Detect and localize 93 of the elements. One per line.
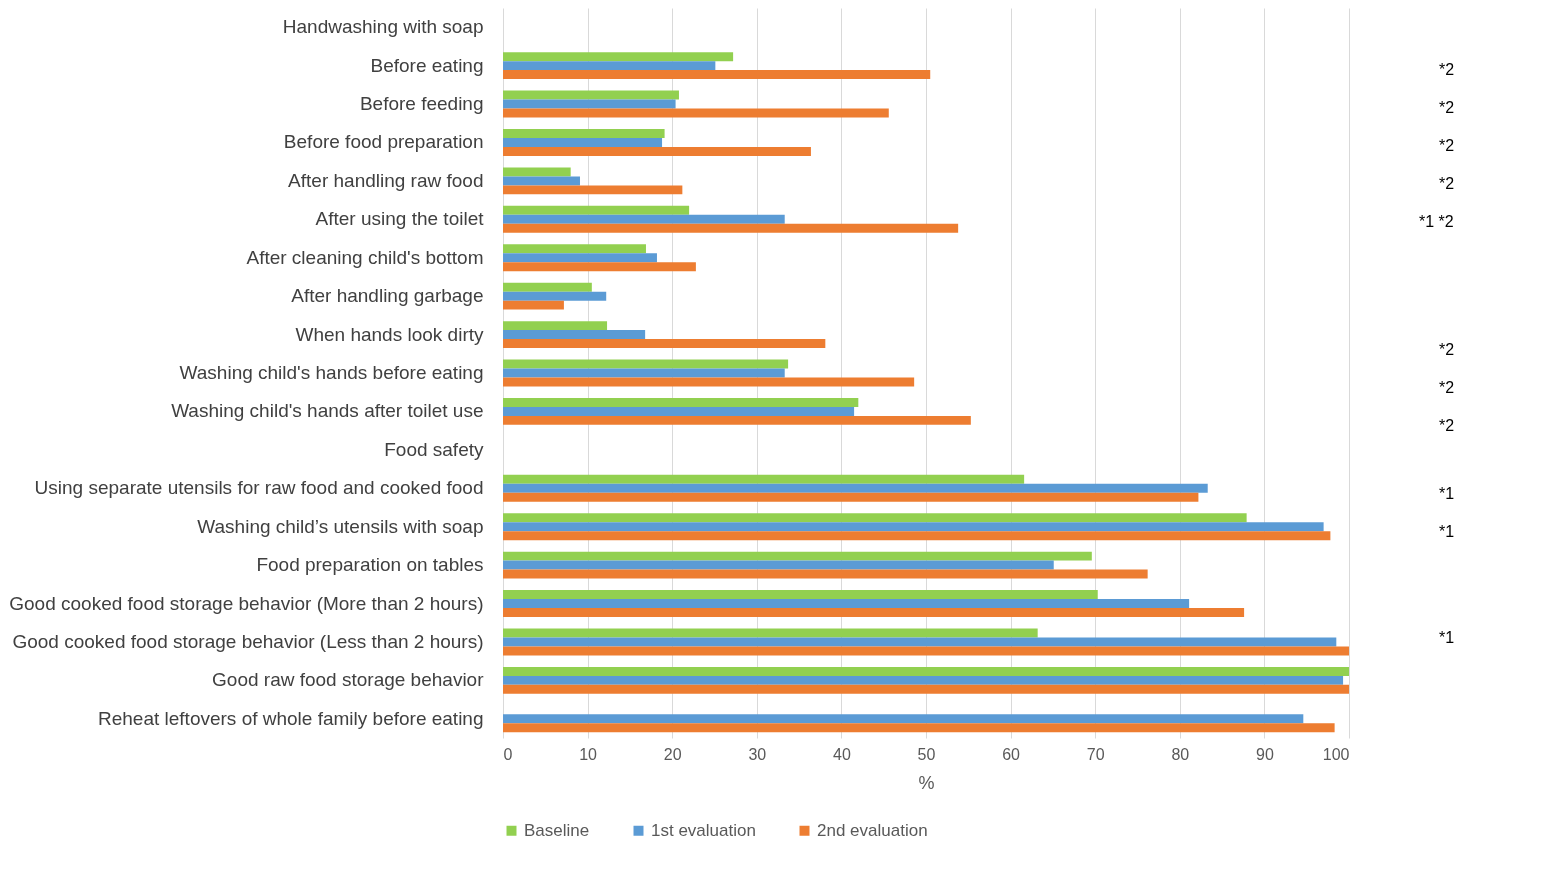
bar bbox=[503, 262, 696, 272]
text: *1 bbox=[1439, 522, 1455, 540]
y-tick-label: Reheat leftovers of whole family before eating bbox=[98, 707, 484, 729]
legend-label: Baseline bbox=[524, 820, 590, 840]
bar bbox=[503, 253, 657, 263]
bar bbox=[503, 675, 1344, 685]
bar bbox=[503, 551, 1092, 561]
bar bbox=[503, 646, 1349, 656]
bar bbox=[503, 99, 676, 109]
y-tick-label: Food safety bbox=[384, 438, 484, 460]
x-tick-label: 40 bbox=[833, 745, 851, 763]
y-tick-label: After cleaning child's bottom bbox=[246, 246, 484, 268]
x-tick-label: 10 bbox=[579, 745, 598, 763]
y-tick-label: Before feeding bbox=[359, 93, 484, 115]
bar bbox=[503, 474, 1025, 484]
bar bbox=[503, 176, 580, 186]
text: *2 bbox=[1439, 341, 1455, 359]
y-tick-label: Good raw food storage behavior bbox=[212, 669, 485, 691]
x-tick-label: 70 bbox=[1086, 745, 1105, 763]
x-tick-label: 0 bbox=[503, 745, 513, 763]
text: *2 bbox=[1439, 379, 1455, 397]
text: *2 bbox=[1439, 416, 1455, 434]
bar bbox=[503, 666, 1349, 676]
text: *1 bbox=[1439, 485, 1455, 503]
bar bbox=[503, 244, 646, 254]
y-tick-label: Using separate utensils for raw food and cooked food bbox=[34, 477, 484, 499]
bar bbox=[503, 522, 1324, 532]
legend-label: 2nd evaluation bbox=[817, 820, 928, 840]
bar bbox=[503, 397, 859, 407]
x-tick-label: 50 bbox=[917, 745, 936, 763]
text: *1 *2 bbox=[1419, 212, 1454, 230]
bar bbox=[503, 339, 826, 349]
bar bbox=[503, 291, 607, 301]
legend-label: 1st evaluation bbox=[651, 820, 756, 840]
y-tick-label: Handwashing with soap bbox=[282, 16, 484, 38]
y-tick-label: Before food preparation bbox=[283, 131, 484, 153]
bar bbox=[503, 377, 915, 387]
bar bbox=[503, 492, 1199, 502]
bar bbox=[503, 205, 690, 215]
bar bbox=[503, 321, 608, 331]
bar bbox=[503, 723, 1335, 733]
bar bbox=[503, 483, 1208, 493]
text: *2 bbox=[1439, 137, 1455, 155]
bar bbox=[503, 167, 571, 177]
x-tick-label: 30 bbox=[748, 745, 767, 763]
bar bbox=[503, 146, 811, 156]
bar bbox=[503, 513, 1247, 523]
text: *2 bbox=[1439, 99, 1455, 117]
bar bbox=[503, 560, 1054, 570]
y-tick-label: Washing child's hands before eating bbox=[179, 362, 484, 383]
text: *2 bbox=[1439, 61, 1455, 79]
y-tick-label: After using the toilet bbox=[315, 208, 485, 230]
text: *1 bbox=[1439, 628, 1455, 646]
bar bbox=[503, 531, 1331, 541]
bar bbox=[503, 90, 679, 100]
y-tick-label: After handling raw food bbox=[288, 169, 484, 191]
bar bbox=[503, 714, 1304, 724]
bar bbox=[503, 406, 855, 416]
bar bbox=[503, 608, 1245, 617]
bar bbox=[503, 637, 1337, 647]
x-tick-label: 20 bbox=[663, 745, 682, 763]
y-tick-label: Good cooked food storage behavior (More than 2 hours) bbox=[9, 592, 484, 614]
bar bbox=[503, 415, 971, 425]
bar bbox=[503, 52, 734, 62]
bar bbox=[503, 185, 683, 195]
bar bbox=[503, 569, 1148, 579]
bar bbox=[503, 599, 1190, 609]
bar bbox=[503, 223, 959, 233]
x-tick-label: 80 bbox=[1171, 745, 1190, 763]
text: *2 bbox=[1439, 174, 1455, 192]
bar bbox=[503, 684, 1349, 694]
x-tick-label: 90 bbox=[1256, 745, 1274, 763]
y-tick-label: Washing child's hands after toilet use bbox=[171, 400, 484, 422]
x-tick-label: 60 bbox=[1002, 745, 1021, 763]
y-tick-label: Good cooked food storage behavior (Less than 2 hours) bbox=[12, 630, 484, 652]
bar bbox=[503, 108, 889, 118]
bar bbox=[503, 330, 646, 340]
y-tick-label: Before eating bbox=[370, 54, 484, 76]
x-tick-label: 100 bbox=[1322, 745, 1350, 763]
y-tick-label: When hands look dirty bbox=[295, 323, 484, 345]
bar bbox=[503, 61, 716, 71]
bar bbox=[503, 590, 1098, 600]
bar bbox=[503, 282, 592, 292]
bar bbox=[503, 137, 663, 147]
bar bbox=[503, 300, 564, 310]
y-tick-label: After handling garbage bbox=[291, 285, 484, 307]
bar bbox=[503, 214, 785, 224]
bar bbox=[503, 70, 931, 80]
x-axis-title: % bbox=[918, 772, 935, 793]
bar bbox=[503, 129, 665, 138]
y-tick-label: Food preparation on tables bbox=[256, 554, 484, 576]
y-tick-label: Washing child’s utensils with soap bbox=[197, 515, 484, 537]
bar bbox=[503, 359, 789, 369]
